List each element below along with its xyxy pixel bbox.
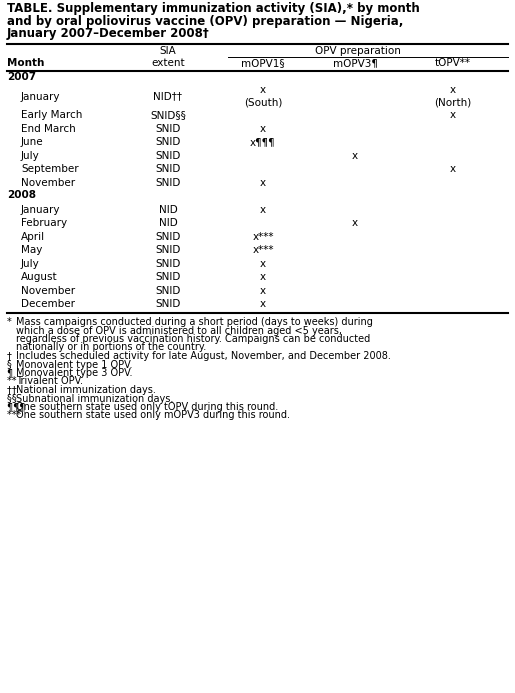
Text: ¶¶¶: ¶¶¶ [7,402,28,412]
Text: SNID: SNID [156,137,181,147]
Text: April: April [21,231,45,242]
Text: July: July [21,258,40,269]
Text: which a dose of OPV is administered to all children aged <5 years,: which a dose of OPV is administered to a… [16,326,342,335]
Text: One southern state used only mOPV3 during this round.: One southern state used only mOPV3 durin… [16,410,290,421]
Text: Trivalent OPV.: Trivalent OPV. [16,376,83,387]
Text: February: February [21,218,67,228]
Text: **: ** [7,376,20,387]
Text: SNID: SNID [156,272,181,282]
Text: nationally or in portions of the country.: nationally or in portions of the country… [16,342,206,353]
Text: Early March: Early March [21,110,82,121]
Text: SNID: SNID [156,164,181,174]
Text: ††: †† [7,385,20,395]
Text: ¶: ¶ [7,368,16,378]
Text: x¶¶¶: x¶¶¶ [250,137,276,147]
Text: x: x [450,164,456,174]
Text: November: November [21,177,75,188]
Text: tOPV**: tOPV** [435,58,471,68]
Text: regardless of previous vaccination history. Campaigns can be conducted: regardless of previous vaccination histo… [16,334,370,344]
Text: 2008: 2008 [7,191,36,200]
Text: September: September [21,164,79,174]
Text: x***: x*** [252,245,274,255]
Text: SIA: SIA [160,46,176,56]
Text: SNID: SNID [156,245,181,255]
Text: and by oral poliovirus vaccine (OPV) preparation — Nigeria,: and by oral poliovirus vaccine (OPV) pre… [7,15,403,28]
Text: January: January [21,204,60,215]
Text: §§: §§ [7,394,20,403]
Text: x: x [260,204,266,215]
Text: January 2007–December 2008†: January 2007–December 2008† [7,27,210,40]
Text: SNID: SNID [156,286,181,296]
Text: x: x [352,151,358,161]
Text: NID: NID [159,204,177,215]
Text: July: July [21,151,40,161]
Text: x***: x*** [252,231,274,242]
Text: NID††: NID†† [153,91,182,101]
Text: §: § [7,360,15,369]
Text: Monovalent type 3 OPV.: Monovalent type 3 OPV. [16,368,132,378]
Text: x: x [260,124,266,134]
Text: December: December [21,299,75,309]
Text: National immunization days.: National immunization days. [16,385,156,395]
Text: x: x [260,299,266,309]
Text: Month: Month [7,58,44,68]
Text: 2007: 2007 [7,72,36,82]
Text: Monovalent type 1 OPV.: Monovalent type 1 OPV. [16,360,132,369]
Text: August: August [21,272,58,282]
Text: November: November [21,286,75,296]
Text: OPV preparation: OPV preparation [315,46,401,56]
Text: x: x [352,218,358,228]
Text: SNID: SNID [156,124,181,134]
Text: June: June [21,137,44,147]
Text: mOPV3¶: mOPV3¶ [333,58,377,68]
Text: x: x [450,110,456,121]
Text: *: * [7,317,15,327]
Text: NID: NID [159,218,177,228]
Text: ***: *** [7,410,24,421]
Text: x: x [260,286,266,296]
Text: mOPV1§: mOPV1§ [241,58,285,68]
Text: SNID: SNID [156,231,181,242]
Text: extent: extent [151,58,185,68]
Text: SNID: SNID [156,258,181,269]
Text: x
(South): x (South) [244,85,282,107]
Text: End March: End March [21,124,76,134]
Text: x: x [260,177,266,188]
Text: x
(North): x (North) [434,85,472,107]
Text: SNID: SNID [156,177,181,188]
Text: x: x [260,258,266,269]
Text: Mass campaigns conducted during a short period (days to weeks) during: Mass campaigns conducted during a short … [16,317,373,327]
Text: Includes scheduled activity for late August, November, and December 2008.: Includes scheduled activity for late Aug… [16,351,391,361]
Text: TABLE. Supplementary immunization activity (SIA),* by month: TABLE. Supplementary immunization activi… [7,2,420,15]
Text: May: May [21,245,42,255]
Text: January: January [21,91,60,101]
Text: SNID: SNID [156,299,181,309]
Text: †: † [7,351,15,361]
Text: Subnational immunization days.: Subnational immunization days. [16,394,174,403]
Text: x: x [260,272,266,282]
Text: SNID§§: SNID§§ [150,110,186,121]
Text: One southern state used only tOPV during this round.: One southern state used only tOPV during… [16,402,278,412]
Text: SNID: SNID [156,151,181,161]
